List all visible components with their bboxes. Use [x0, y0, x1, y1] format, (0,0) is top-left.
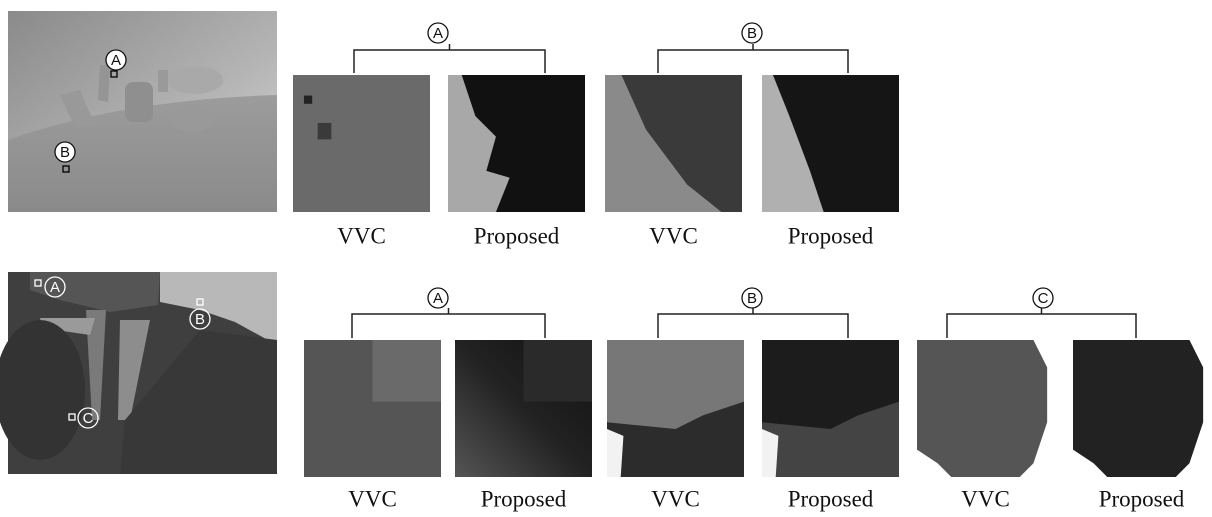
group-bracket: [947, 308, 1136, 338]
crop-region: [373, 340, 442, 402]
circled-letter: B: [195, 311, 205, 328]
crop-caption: VVC: [348, 486, 397, 511]
crop-caption: VVC: [649, 223, 698, 248]
crop-image: [605, 75, 742, 212]
crop-region: [762, 429, 778, 477]
crop-region: [524, 340, 593, 402]
circled-letter: A: [433, 290, 443, 307]
crop-region: [293, 75, 430, 212]
circled-letter: B: [60, 144, 70, 161]
figure: A B A VVC Proposed B VVC Proposed A B C A VVC Propose…: [0, 0, 1212, 517]
circled-letter: A: [50, 279, 60, 296]
crop-caption: Proposed: [788, 223, 874, 248]
crop-region: [607, 429, 623, 477]
circled-letter: B: [747, 290, 757, 307]
crop-caption: Proposed: [1099, 486, 1185, 511]
depth-map-1: [8, 11, 277, 212]
crop-caption: Proposed: [788, 486, 874, 511]
crop-region: [304, 96, 312, 104]
crop-image: [455, 340, 592, 477]
crop-image: [762, 340, 899, 477]
circled-letter: B: [747, 25, 757, 42]
group-bracket: [352, 308, 545, 338]
crop-region: [917, 340, 1054, 477]
group-bracket: [658, 308, 848, 338]
group-bracket: [658, 44, 848, 73]
crop-image: [304, 340, 441, 477]
crop-caption: VVC: [337, 223, 386, 248]
crop-image: [293, 75, 430, 212]
crop-region: [1073, 340, 1210, 477]
crop-image: [1073, 340, 1210, 477]
circled-letter: A: [111, 52, 121, 69]
crop-image: [607, 340, 744, 477]
group-bracket: [354, 44, 545, 73]
page: A B A VVC Proposed B VVC Proposed A B C A VVC Propose…: [0, 0, 1212, 517]
crop-caption: VVC: [961, 486, 1010, 511]
crop-caption: Proposed: [481, 486, 567, 511]
depth-map-2: [0, 272, 277, 474]
crop-caption: Proposed: [474, 223, 560, 248]
circled-letter: A: [433, 25, 443, 42]
crop-caption: VVC: [651, 486, 700, 511]
crop-region: [318, 123, 332, 139]
circled-letter: C: [83, 410, 94, 427]
crop-image: [762, 75, 899, 212]
crop-image: [448, 75, 585, 212]
circled-letter: C: [1038, 290, 1049, 307]
crop-image: [917, 340, 1054, 477]
